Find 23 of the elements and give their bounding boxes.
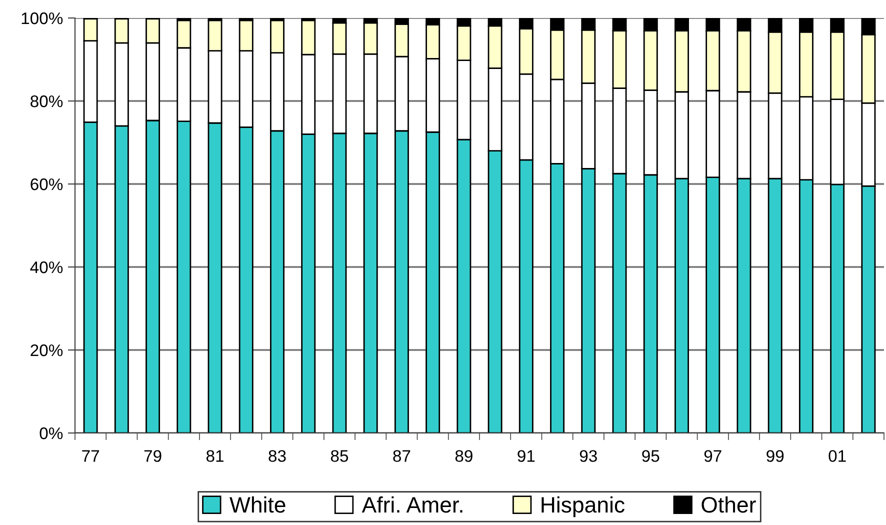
x-tick-label: 93 xyxy=(580,450,597,462)
x-tick-label: 95 xyxy=(642,450,660,462)
legend-label: Afri. Amer. xyxy=(362,496,462,513)
x-tick-label: 81 xyxy=(206,450,224,462)
y-tick-label: 0% xyxy=(40,427,63,440)
x-tick-label: 91 xyxy=(518,450,535,462)
x-tick-label: 97 xyxy=(704,450,722,462)
y-tick-label: 40% xyxy=(30,261,63,274)
x-tick-label: 85 xyxy=(330,450,348,462)
x-tick-label: 01 xyxy=(828,450,846,462)
x-tick-label: 79 xyxy=(144,450,162,462)
y-tick-label: 100% xyxy=(22,12,63,24)
x-tick-label: 87 xyxy=(393,450,410,462)
x-tick-label: 89 xyxy=(455,450,472,462)
legend-label: White xyxy=(230,496,286,513)
y-tick-label: 80% xyxy=(30,95,63,108)
x-tick-label: 99 xyxy=(766,450,784,462)
y-tick-label: 60% xyxy=(30,178,63,190)
x-tick-label: 83 xyxy=(268,450,286,462)
legend-label: Hispanic xyxy=(542,496,624,518)
legend-label: Other xyxy=(702,496,756,513)
y-tick-label: 20% xyxy=(30,344,63,356)
x-tick-label: 77 xyxy=(82,450,99,462)
